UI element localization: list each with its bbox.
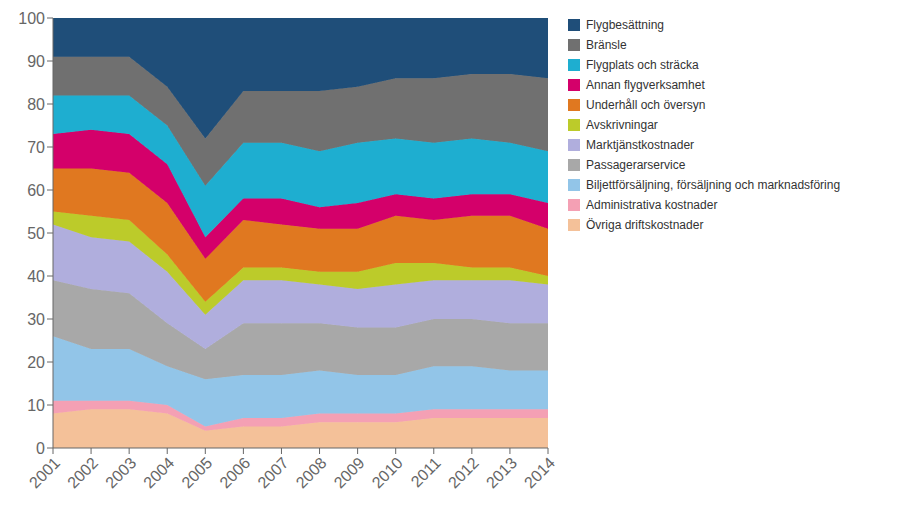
svg-text:0: 0 [36,440,45,457]
svg-text:2006: 2006 [216,454,253,491]
svg-text:60: 60 [27,182,45,199]
svg-text:80: 80 [27,96,45,113]
html-text:Flygplats och sträcka: Flygplats och sträcka [586,58,699,72]
svg-text:2002: 2002 [64,454,101,491]
html-text:Flygbesättning: Flygbesättning [586,18,664,32]
svg-text:40: 40 [27,268,45,285]
html-text:Biljettförsäljning, försäljnin: Biljettförsäljning, försäljning och mark… [586,178,841,192]
svg-text:2005: 2005 [178,454,215,491]
svg-text:2003: 2003 [102,454,139,491]
svg-text:2007: 2007 [254,454,291,491]
svg-text:2013: 2013 [483,454,520,491]
html-text:Avskrivningar: Avskrivningar [586,118,658,132]
svg-text:2004: 2004 [140,454,177,491]
html-text:Underhåll och översyn: Underhåll och översyn [586,98,706,112]
svg-text:100: 100 [18,10,45,27]
svg-text:2010: 2010 [369,454,406,491]
svg-text:2011: 2011 [408,454,444,490]
svg-text:30: 30 [27,311,45,328]
svg-text:70: 70 [27,139,45,156]
svg-text:50: 50 [27,225,45,242]
svg-text:90: 90 [27,53,45,70]
html-text:Annan flygverksamhet: Annan flygverksamhet [586,78,705,92]
svg-text:2001: 2001 [26,454,63,491]
html-text:Bränsle: Bränsle [586,38,627,52]
svg-text:2012: 2012 [445,454,482,491]
svg-text:10: 10 [27,397,45,414]
html-text:Övriga driftskostnader: Övriga driftskostnader [586,218,704,232]
html-text:Administrativa kostnader: Administrativa kostnader [586,198,718,212]
svg-text:2009: 2009 [331,454,368,491]
svg-text:2008: 2008 [293,454,330,491]
html-text:Marktjänstkostnader: Marktjänstkostnader [586,138,694,152]
svg-text:2014: 2014 [521,454,558,491]
svg-text:20: 20 [27,354,45,371]
html-text:Passagerarservice: Passagerarservice [586,158,686,172]
